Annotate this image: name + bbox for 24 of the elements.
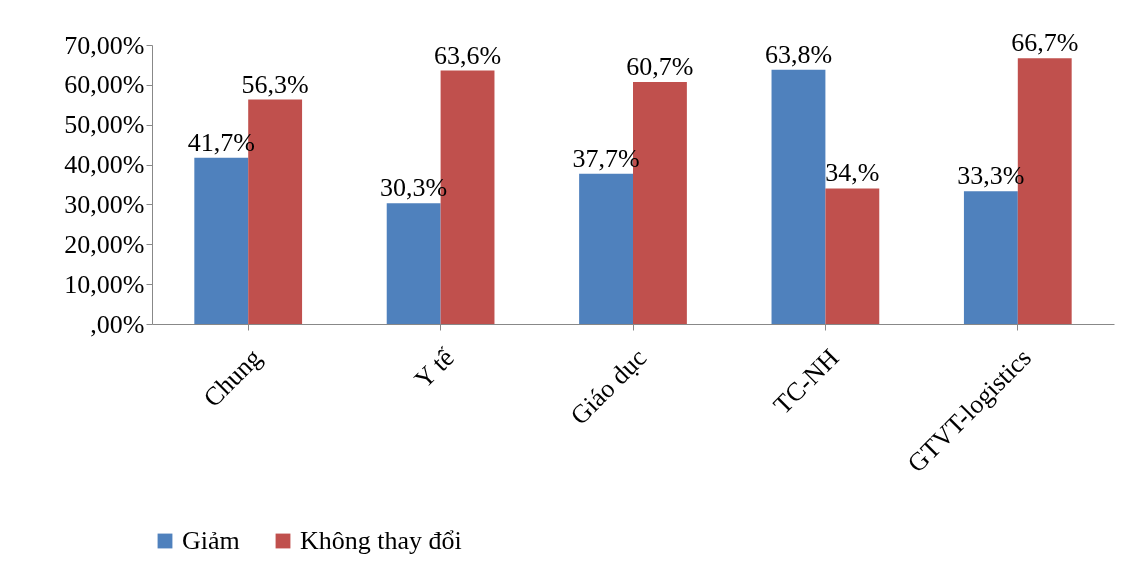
- legend-label: Giảm: [182, 526, 240, 555]
- y-tick-label: 10,00%: [64, 269, 145, 299]
- y-tick-label: 40,00%: [64, 150, 145, 180]
- bar: [194, 157, 249, 324]
- x-tick-label: Giáo dục: [564, 343, 653, 431]
- data-label: 63,8%: [764, 39, 833, 69]
- bar: [825, 188, 880, 324]
- y-tick-label: 30,00%: [64, 189, 145, 219]
- data-label: 34,%: [825, 158, 880, 188]
- bar: [771, 69, 826, 324]
- x-tick-label: Y tế: [408, 342, 461, 395]
- y-tick-label: 50,00%: [64, 110, 145, 140]
- data-label: 56,3%: [241, 69, 309, 99]
- legend-label: Không thay đổi: [300, 526, 462, 555]
- data-label: 63,6%: [433, 40, 502, 70]
- data-label: 60,7%: [626, 52, 694, 82]
- bar: [963, 191, 1018, 324]
- data-label: 66,7%: [1011, 28, 1079, 58]
- bar: [579, 173, 633, 324]
- y-tick-label: 70,00%: [64, 30, 145, 60]
- y-tick-label: 20,00%: [64, 229, 145, 259]
- y-tick-label: 60,00%: [64, 70, 145, 100]
- bar: [386, 203, 441, 324]
- y-tick-label: ,00%: [90, 309, 145, 339]
